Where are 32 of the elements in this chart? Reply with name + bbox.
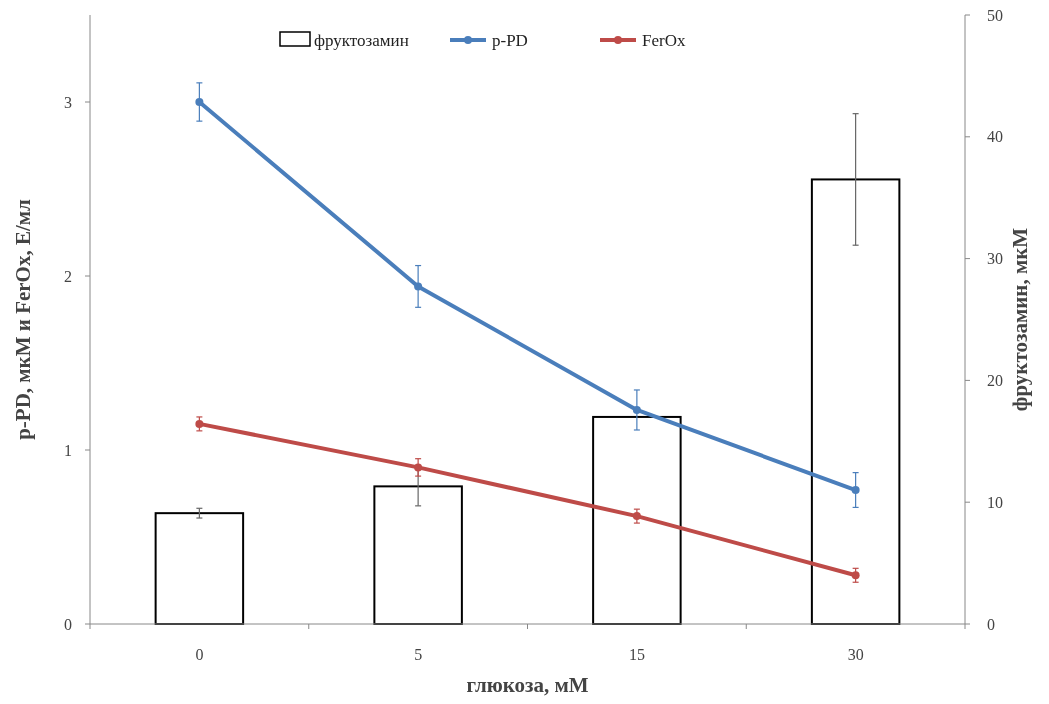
point	[414, 282, 423, 291]
point	[195, 419, 204, 428]
y2-tick-label: 0	[987, 615, 995, 633]
bar	[154, 512, 245, 625]
point	[851, 571, 860, 580]
y-tick-label: 2	[64, 267, 72, 285]
y2-axis-title: фруктозамин, мкМ	[1008, 227, 1032, 412]
bar	[810, 178, 901, 625]
y-tick-label: 1	[64, 441, 72, 459]
y2-tick-label: 20	[987, 372, 1003, 389]
x-tick-label: 5	[414, 646, 423, 663]
x-tick-label: 30	[847, 646, 864, 663]
x-tick-label: 15	[628, 646, 645, 663]
bar	[373, 485, 463, 625]
bar	[592, 415, 682, 625]
point	[632, 405, 641, 414]
legend-label: фруктозамин	[314, 30, 409, 50]
legend-label: FerOx	[642, 30, 686, 50]
y2-tick-label: 50	[987, 6, 1003, 24]
legend-label: p-PD	[492, 30, 528, 50]
x-tick-label: 0	[195, 646, 204, 663]
point	[195, 98, 204, 106]
y-tick-label: 3	[64, 93, 72, 111]
y2-tick-label: 40	[987, 128, 1003, 146]
point	[632, 512, 641, 521]
point	[851, 486, 860, 495]
point	[414, 463, 423, 472]
y-axis-title: p-PD, мкМ и FerOx, Е/мл	[11, 198, 35, 440]
x-axis-title: глюкоза, мМ	[466, 673, 589, 697]
y2-tick-label: 30	[987, 250, 1003, 268]
y2-tick-label: 10	[987, 493, 1003, 511]
y-tick-label: 0	[64, 615, 72, 633]
